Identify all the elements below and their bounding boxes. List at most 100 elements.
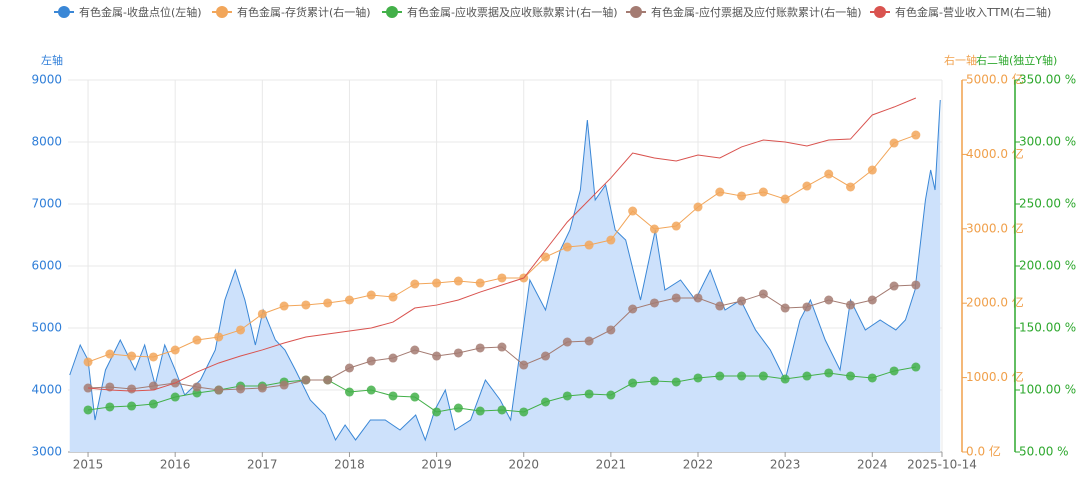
point — [606, 390, 616, 400]
y3-tick-label: 150.00 % — [1019, 321, 1076, 335]
point — [410, 279, 420, 289]
legend-marker — [874, 6, 886, 18]
point — [584, 336, 594, 346]
point — [475, 343, 485, 353]
legend-item[interactable]: 有色金属-应付票据及应付账款累计(右一轴) — [626, 5, 862, 19]
point — [148, 352, 158, 362]
legend-item[interactable]: 有色金属-营业收入TTM(右二轴) — [870, 5, 1051, 19]
legend-item[interactable]: 有色金属-应收票据及应收账款累计(右一轴) — [382, 5, 618, 19]
point — [257, 309, 267, 319]
point — [214, 385, 224, 395]
x-tick-label: 2022 — [683, 458, 714, 472]
point — [214, 332, 224, 342]
point — [889, 366, 899, 376]
point — [824, 169, 834, 179]
point — [323, 298, 333, 308]
point — [127, 351, 137, 361]
point — [323, 375, 333, 385]
x-tick-label: 2016 — [160, 458, 191, 472]
y3-tick-label: 300.00 % — [1019, 135, 1076, 149]
point — [715, 301, 725, 311]
point — [388, 391, 398, 401]
point — [83, 357, 93, 367]
legend-label: 有色金属-应收票据及应收账款累计(右一轴) — [407, 5, 618, 19]
y-tick-label: 7000 — [31, 197, 62, 211]
y-tick-label: 9000 — [31, 73, 62, 87]
point — [758, 371, 768, 381]
point — [737, 296, 747, 306]
y2-tick-label: 0.0 亿 — [966, 444, 1001, 459]
point — [606, 235, 616, 245]
point — [671, 221, 681, 231]
legend-item[interactable]: 有色金属-存货累计(右一轴) — [212, 5, 371, 19]
y2-tick-label: 3000.0 亿 — [966, 220, 1024, 235]
legend-marker — [630, 6, 642, 18]
point — [562, 242, 572, 252]
point — [628, 206, 638, 216]
point — [562, 337, 572, 347]
x-tick-label: 2018 — [334, 458, 365, 472]
point — [715, 187, 725, 197]
point — [693, 202, 703, 212]
x-tick-label: 2023 — [770, 458, 801, 472]
point — [519, 360, 529, 370]
point — [453, 276, 463, 286]
point — [388, 292, 398, 302]
y2-tick-label: 4000.0 亿 — [966, 146, 1024, 161]
point — [453, 348, 463, 358]
point — [911, 130, 921, 140]
point — [802, 302, 812, 312]
point — [780, 303, 790, 313]
x-tick-label: 2021 — [596, 458, 627, 472]
point — [127, 401, 137, 411]
point — [758, 187, 768, 197]
point — [432, 407, 442, 417]
point — [475, 406, 485, 416]
y-tick-label: 4000 — [31, 383, 62, 397]
x-tick-label: 2017 — [247, 458, 278, 472]
point — [737, 371, 747, 381]
legend-label: 有色金属-应付票据及应付账款累计(右一轴) — [651, 5, 862, 19]
point — [606, 325, 616, 335]
point — [497, 405, 507, 415]
point — [824, 368, 834, 378]
y3-axis-title: 右二轴(独立Y轴) — [976, 53, 1057, 67]
point — [649, 224, 659, 234]
y3-tick-label: 250.00 % — [1019, 197, 1076, 211]
point — [562, 391, 572, 401]
point — [758, 289, 768, 299]
point — [846, 300, 856, 310]
y3-tick-label: 50.00 % — [1019, 445, 1069, 459]
point — [366, 290, 376, 300]
point — [105, 402, 115, 412]
legend-item[interactable]: 有色金属-收盘点位(左轴) — [54, 5, 202, 19]
point — [867, 373, 877, 383]
point — [236, 325, 246, 335]
point — [344, 295, 354, 305]
point — [541, 397, 551, 407]
point — [802, 181, 812, 191]
point — [541, 252, 551, 262]
legend-marker — [386, 6, 398, 18]
legend-marker — [58, 6, 70, 18]
point — [802, 371, 812, 381]
point — [497, 342, 507, 352]
point — [475, 278, 485, 288]
point — [148, 399, 158, 409]
point — [192, 335, 202, 345]
point — [889, 138, 899, 148]
point — [584, 240, 594, 250]
point — [127, 384, 137, 394]
point — [366, 356, 376, 366]
point — [366, 385, 376, 395]
point — [301, 300, 311, 310]
point — [649, 298, 659, 308]
point — [105, 349, 115, 359]
point — [889, 281, 899, 291]
point — [279, 380, 289, 390]
point — [911, 280, 921, 290]
x-tick-label: 2025-10-14 — [907, 458, 977, 472]
point — [780, 374, 790, 384]
point — [584, 389, 594, 399]
